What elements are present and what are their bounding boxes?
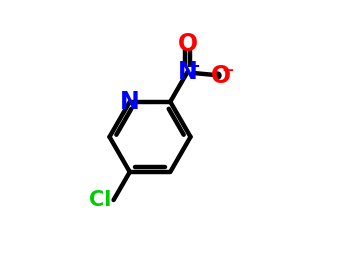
Text: N: N — [178, 60, 197, 84]
Text: N: N — [120, 90, 140, 114]
Text: −: − — [221, 63, 234, 78]
Text: O: O — [177, 32, 197, 55]
Text: Cl: Cl — [89, 190, 112, 210]
Text: O: O — [211, 64, 231, 88]
Text: +: + — [188, 59, 200, 74]
